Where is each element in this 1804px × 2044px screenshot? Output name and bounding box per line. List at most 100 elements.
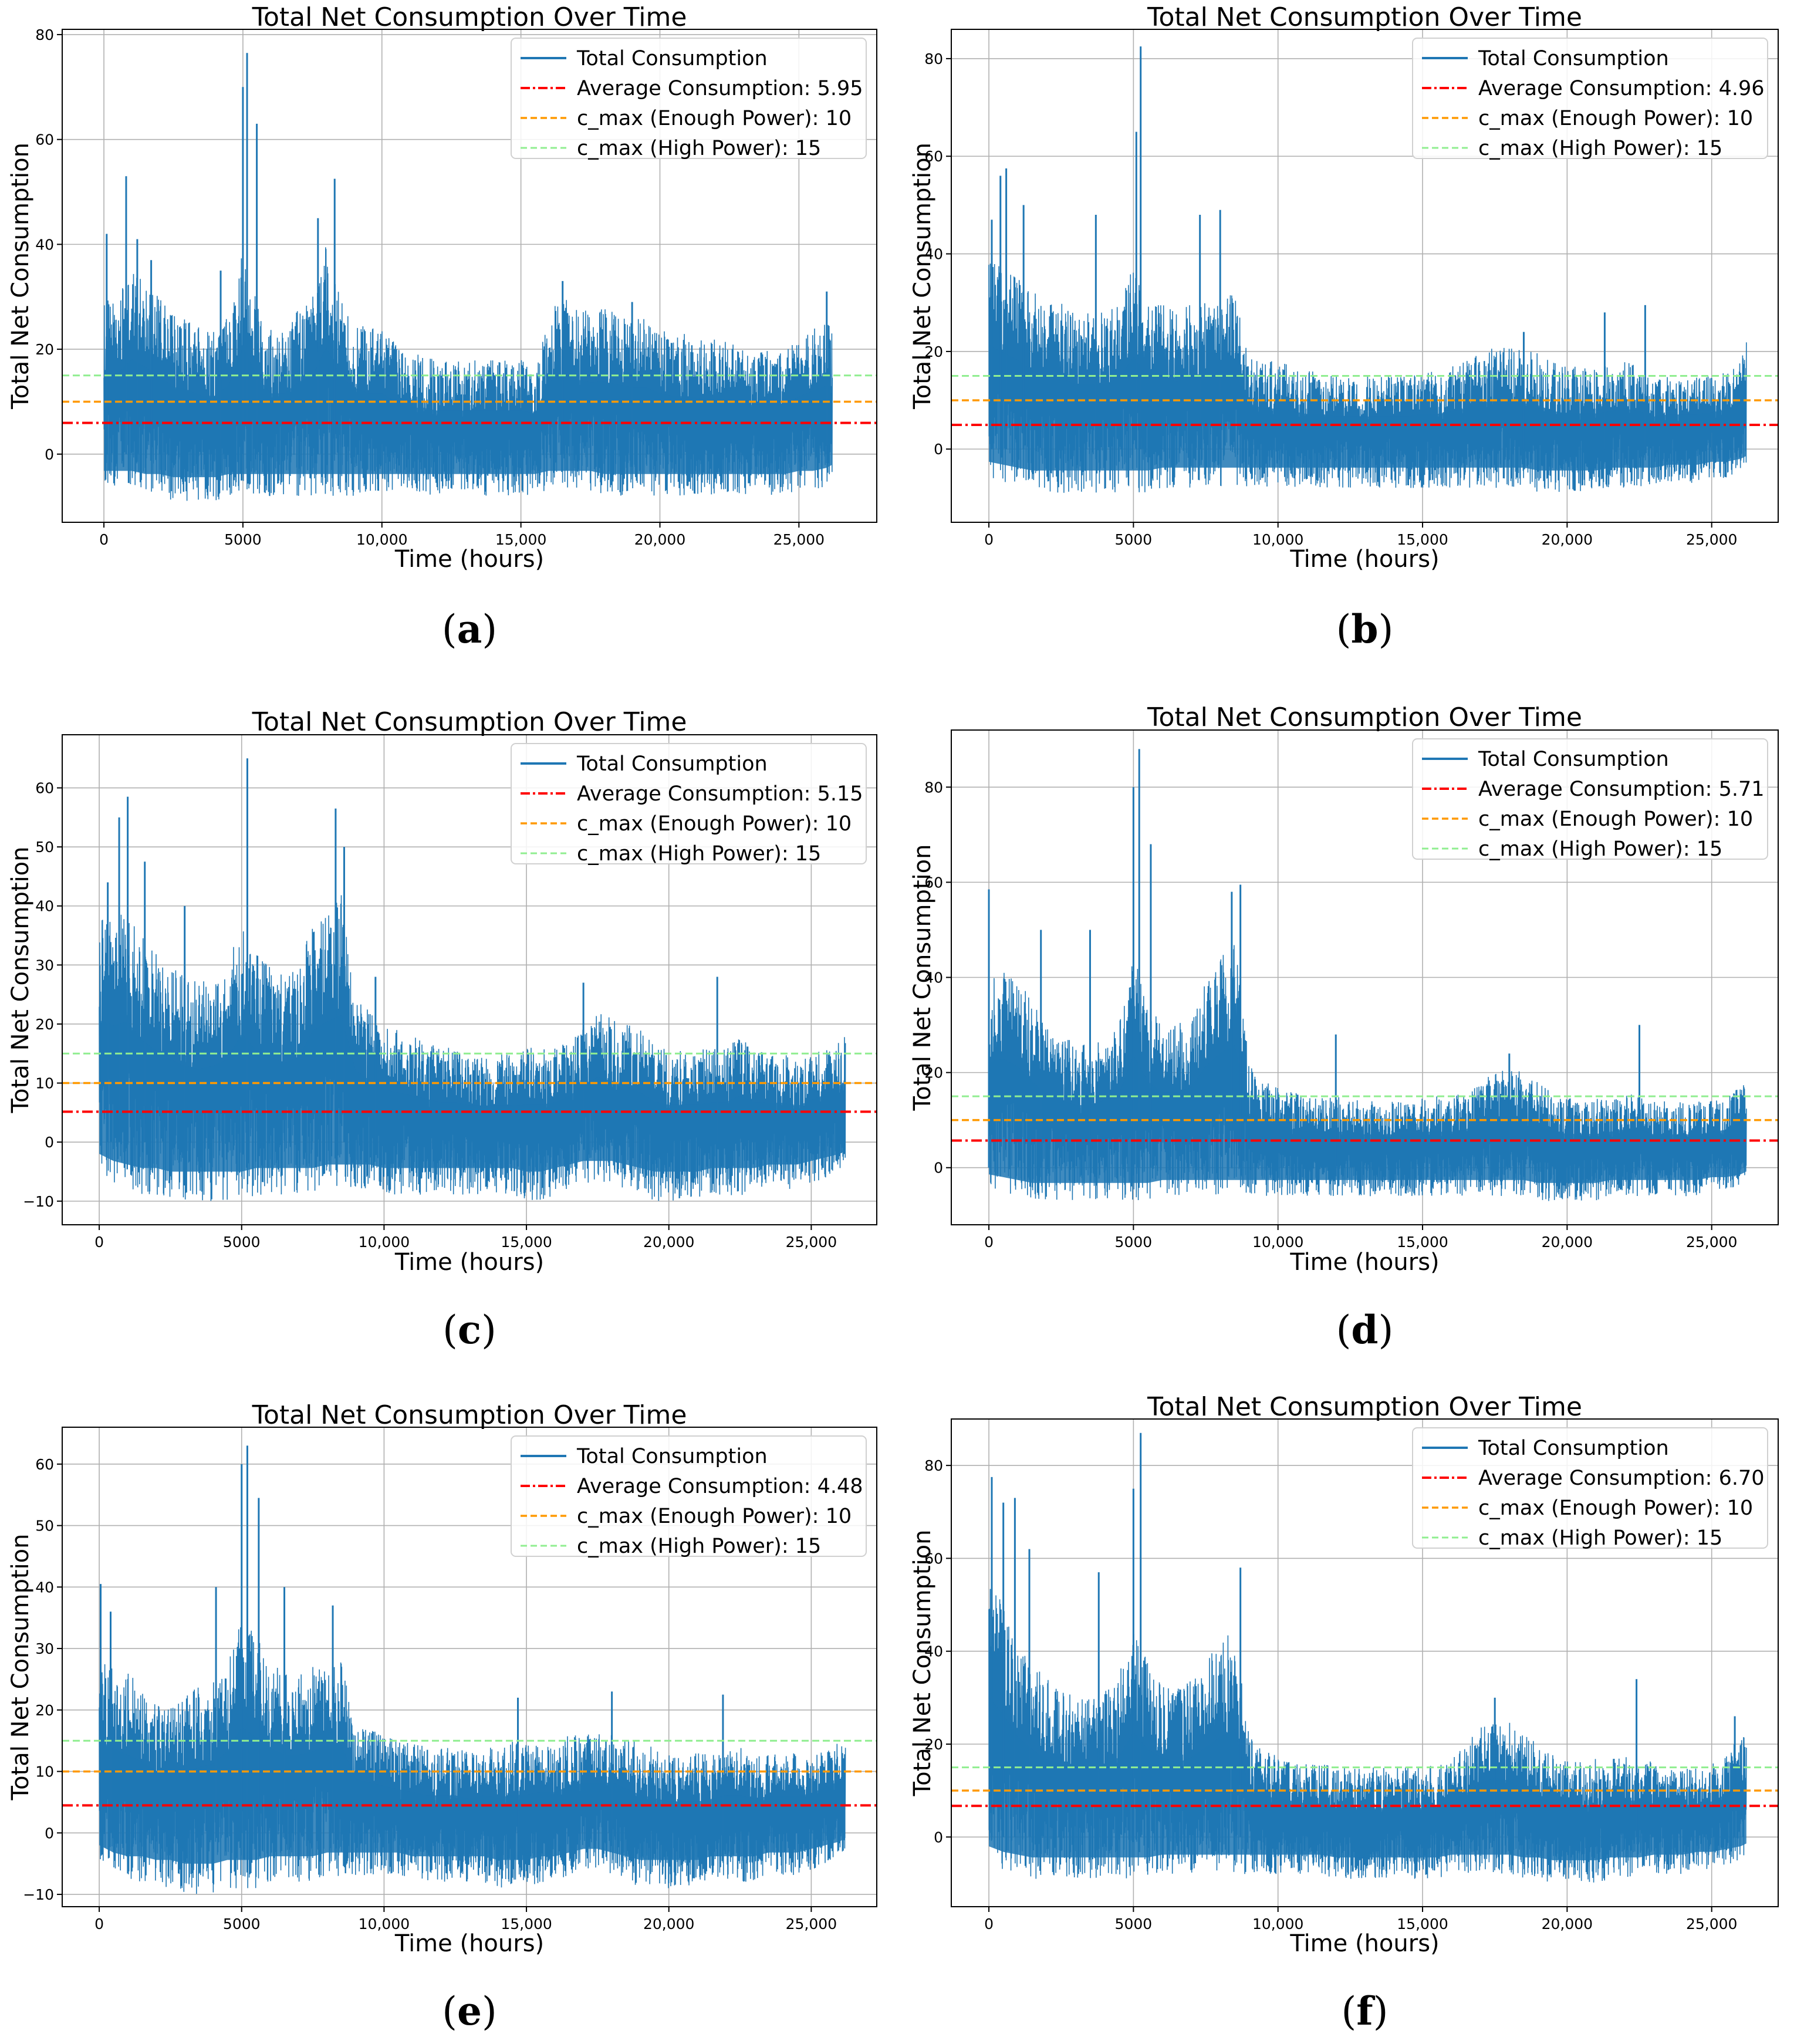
panel-caption: (c) — [442, 1307, 496, 1353]
y-axis-label: Total Net Consumption — [909, 143, 936, 410]
y-tick-label: 20 — [35, 1016, 54, 1033]
chart-panel-b: 0 5000 10,000 15,000 20,000 25,000 0 20 40 60 80 To… — [902, 0, 1804, 681]
caption-paren: ) — [481, 1308, 496, 1353]
x-tick-label: 20,000 — [1542, 531, 1593, 548]
y-axis-label: Total Net Consumption — [909, 844, 936, 1111]
chart-svg-c: 0 5000 10,000 15,000 20,000 25,000 −10 0 10 20 30 4… — [7, 707, 877, 1353]
legend-label: Total Consumption — [1478, 47, 1669, 70]
x-tick-label: 25,000 — [786, 1234, 837, 1251]
legend-label: c_max (Enough Power): 10 — [577, 1505, 852, 1528]
y-tick-label: 20 — [924, 1736, 943, 1753]
x-tick-label: 25,000 — [1686, 1915, 1737, 1932]
caption-letter: f — [1356, 1988, 1375, 2034]
x-axis-label: Time (hours) — [1289, 1249, 1439, 1276]
y-tick-label: 0 — [934, 441, 943, 458]
chart-title: Total Net Consumption Over Time — [1147, 1392, 1582, 1422]
legend-box — [1412, 1427, 1768, 1549]
x-tick-label: 5000 — [1115, 1234, 1153, 1251]
chart-title: Total Net Consumption Over Time — [252, 1400, 687, 1430]
chart-panel-e: 0 5000 10,000 15,000 20,000 25,000 −10 0 10 20 30 4… — [0, 1363, 902, 2044]
x-axis-label: Time (hours) — [1289, 1930, 1439, 1957]
y-tick-label: 0 — [45, 1134, 54, 1151]
y-tick-label: 30 — [35, 1640, 54, 1657]
series-core — [99, 1727, 846, 1864]
axis-ticks: 0 5000 10,000 15,000 20,000 25,000 −10 0 10 20 30 4… — [23, 1456, 837, 1932]
chart-panel-c: 0 5000 10,000 15,000 20,000 25,000 −10 0 10 20 30 4… — [0, 681, 902, 1363]
plot-frame — [62, 29, 877, 523]
y-tick-label: 0 — [45, 1825, 54, 1842]
y-tick-label: 50 — [35, 839, 54, 856]
chart-panel-d: 0 5000 10,000 15,000 20,000 25,000 0 20 40 60 80 To… — [902, 681, 1804, 1363]
caption-letter: b — [1351, 606, 1378, 652]
y-axis-label: Total Net Consumption — [7, 847, 34, 1114]
axis-ticks: 0 5000 10,000 15,000 20,000 25,000 −10 0 10 20 30 4… — [23, 780, 837, 1251]
caption-paren: ) — [1373, 1989, 1389, 2034]
panel-caption: (d) — [1336, 1307, 1394, 1353]
plot-frame — [951, 1418, 1779, 1907]
legend-label: c_max (High Power): 15 — [577, 842, 821, 866]
series-total-consumption — [99, 758, 846, 1201]
legend-label: c_max (Enough Power): 10 — [577, 107, 852, 130]
x-tick-label: 0 — [984, 1234, 994, 1251]
y-tick-label: 80 — [924, 50, 943, 67]
chart-title: Total Net Consumption Over Time — [252, 2, 687, 32]
caption-paren: ( — [442, 607, 457, 652]
x-tick-label: 15,000 — [1397, 531, 1448, 548]
caption-paren: ( — [1336, 607, 1352, 652]
x-tick-label: 25,000 — [786, 1915, 837, 1932]
caption-paren: ( — [442, 1989, 457, 2034]
y-tick-label: 80 — [35, 26, 54, 43]
legend-label: c_max (Enough Power): 10 — [1478, 107, 1753, 130]
chart-svg-e: 0 5000 10,000 15,000 20,000 25,000 −10 0 10 20 30 4… — [7, 1400, 877, 2034]
y-tick-label: 0 — [934, 1829, 943, 1846]
chart-title: Total Net Consumption Over Time — [1147, 2, 1582, 32]
legend-label: Average Consumption: 4.96 — [1478, 77, 1765, 100]
axis-ticks: 0 5000 10,000 15,000 20,000 25,000 0 20 40 60 80 — [924, 779, 1737, 1251]
legend: Total Consumption Average Consumption: 5.… — [511, 743, 867, 866]
x-tick-label: 20,000 — [643, 1234, 694, 1251]
x-tick-label: 10,000 — [1252, 531, 1303, 548]
caption-letter: e — [457, 1988, 482, 2034]
legend-box — [511, 38, 867, 159]
legend-label: Average Consumption: 6.70 — [1478, 1467, 1765, 1490]
x-tick-label: 5000 — [1115, 1915, 1153, 1932]
legend-label: c_max (Enough Power): 10 — [577, 812, 852, 836]
axis-ticks: 0 5000 10,000 15,000 20,000 25,000 0 20 40 60 80 — [924, 50, 1737, 548]
x-axis-label: Time (hours) — [394, 1249, 544, 1276]
y-tick-label: 40 — [924, 1643, 943, 1660]
legend: Total Consumption Average Consumption: 5.… — [511, 38, 867, 160]
legend-label: c_max (High Power): 15 — [577, 137, 821, 160]
series-core — [989, 1697, 1746, 1860]
y-tick-label: −10 — [23, 1886, 54, 1903]
y-tick-label: 60 — [924, 1550, 943, 1567]
y-tick-label: 20 — [35, 341, 54, 358]
x-tick-label: 5000 — [223, 1915, 261, 1932]
legend: Total Consumption Average Consumption: 4.… — [1412, 38, 1768, 160]
y-tick-label: 40 — [35, 236, 54, 253]
legend-label: Average Consumption: 4.48 — [577, 1475, 863, 1498]
series-core — [104, 347, 833, 478]
chart-title: Total Net Consumption Over Time — [1147, 702, 1582, 732]
y-tick-label: 30 — [35, 957, 54, 974]
series-core — [989, 345, 1746, 471]
y-tick-label: 80 — [924, 1457, 943, 1474]
series-total-consumption — [103, 53, 833, 501]
plot-frame — [62, 734, 877, 1225]
series-total-consumption — [988, 1433, 1747, 1883]
caption-letter: c — [458, 1307, 481, 1353]
legend-label: c_max (High Power): 15 — [1478, 1526, 1722, 1550]
x-tick-label: 25,000 — [1686, 531, 1737, 548]
y-tick-label: 20 — [924, 343, 943, 360]
legend-label: Average Consumption: 5.15 — [577, 782, 863, 806]
legend-box — [511, 743, 867, 864]
y-tick-label: 0 — [934, 1160, 943, 1177]
y-axis-label: Total Net Consumption — [7, 1534, 34, 1801]
legend-label: c_max (High Power): 15 — [1478, 837, 1722, 861]
legend-label: c_max (High Power): 15 — [577, 1535, 821, 1558]
caption-paren: ) — [482, 607, 497, 652]
y-axis-label: Total Net Consumption — [7, 143, 34, 410]
legend-box — [511, 1435, 867, 1557]
chart-svg-b: 0 5000 10,000 15,000 20,000 25,000 0 20 40 60 80 To… — [909, 2, 1779, 652]
x-tick-label: 0 — [99, 531, 109, 548]
axis-ticks: 0 5000 10,000 15,000 20,000 25,000 0 20 40 60 80 — [924, 1457, 1737, 1932]
